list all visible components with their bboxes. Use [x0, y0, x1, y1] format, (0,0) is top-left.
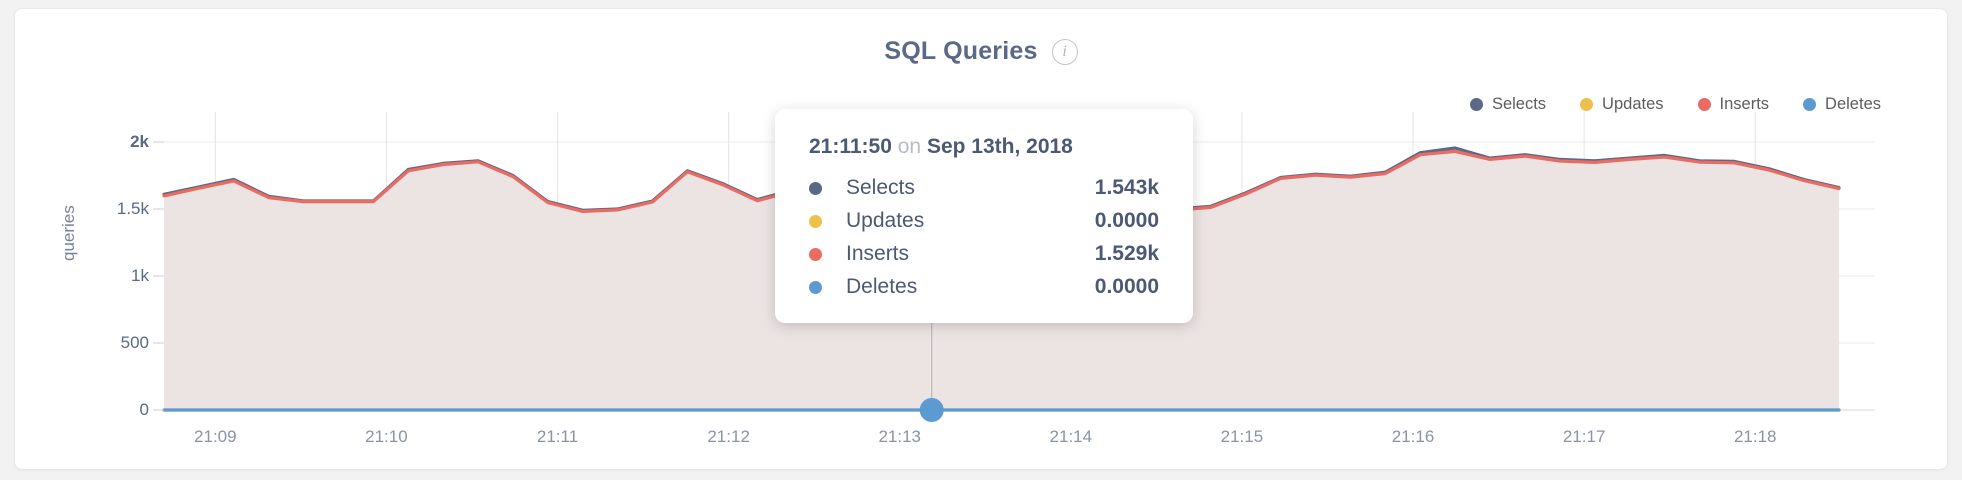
- x-axis-tick-label: 21:15: [1220, 427, 1264, 446]
- series-swatch-icon: [809, 280, 822, 294]
- x-axis-tick-label: 21:10: [365, 427, 408, 446]
- tooltip-series-value: 1.543k: [1094, 176, 1159, 199]
- legend-swatch-icon: [1469, 98, 1483, 111]
- x-axis-tick-label: 21:12: [707, 427, 750, 446]
- legend-item-updates[interactable]: Updates: [1580, 95, 1664, 114]
- page-title: SQL Queries: [884, 37, 1038, 65]
- y-axis-tick-label: 500: [120, 333, 149, 352]
- chart-legend: Selects Updates Inserts Deletes: [1469, 95, 1881, 114]
- tooltip-series-name: Selects: [846, 176, 915, 199]
- info-icon[interactable]: i: [1051, 38, 1078, 65]
- tooltip-series-name: Updates: [846, 209, 925, 232]
- y-axis-tick-label: 0: [139, 400, 149, 419]
- hover-marker-deletes: [919, 398, 944, 422]
- tooltip-row: Inserts 1.529k: [809, 242, 1159, 266]
- series-swatch-icon: [809, 247, 822, 261]
- tooltip-series-name: Inserts: [846, 242, 910, 265]
- tooltip-date: Sep 13th, 2018: [926, 135, 1073, 158]
- tooltip-separator: on: [891, 135, 927, 158]
- x-axis-tick-label: 21:14: [1049, 427, 1093, 446]
- x-axis-tick-label: 21:11: [536, 427, 579, 446]
- legend-label: Updates: [1602, 95, 1664, 113]
- y-axis-tick-label: 1k: [131, 266, 149, 285]
- legend-label: Selects: [1491, 95, 1547, 113]
- legend-swatch-icon: [1697, 98, 1711, 111]
- x-axis-tick-label: 21:13: [878, 427, 921, 446]
- x-axis-tick-label: 21:09: [194, 427, 237, 446]
- x-axis-tick-label: 21:17: [1562, 427, 1606, 446]
- legend-swatch-icon: [1803, 98, 1817, 111]
- tooltip-rows: Selects 1.543k Updates 0.0000 Inserts 1.529k D…: [809, 176, 1159, 299]
- legend-item-selects[interactable]: Selects: [1469, 95, 1547, 114]
- y-axis-tick-label: 1.5k: [116, 199, 149, 218]
- x-axis-tick-label: 21:16: [1391, 427, 1435, 446]
- tooltip-time: 21:11:50: [809, 135, 892, 158]
- series-swatch-icon: [809, 181, 822, 195]
- tooltip-series-name: Deletes: [846, 275, 918, 298]
- series-swatch-icon: [809, 214, 822, 228]
- tooltip-row: Updates 0.0000: [809, 209, 1159, 233]
- hover-tooltip: 21:11:50 on Sep 13th, 2018 Selects 1.543k…: [775, 109, 1193, 323]
- legend-label: Inserts: [1719, 95, 1770, 113]
- tooltip-row: Selects 1.543k: [809, 176, 1159, 200]
- tooltip-series-value: 0.0000: [1094, 209, 1159, 232]
- legend-item-inserts[interactable]: Inserts: [1697, 95, 1770, 114]
- tooltip-series-value: 0.0000: [1094, 275, 1159, 298]
- x-axis-tick-label: 21:18: [1733, 427, 1777, 446]
- tooltip-row: Deletes 0.0000: [809, 275, 1159, 299]
- legend-swatch-icon: [1580, 98, 1594, 111]
- legend-label: Deletes: [1825, 95, 1881, 113]
- legend-item-deletes[interactable]: Deletes: [1803, 95, 1881, 114]
- tooltip-series-value: 1.529k: [1094, 242, 1159, 265]
- tooltip-timestamp: 21:11:50 on Sep 13th, 2018: [809, 135, 1159, 159]
- chart-card: SQL Queries i Selects Updates Inserts Delet…: [14, 8, 1948, 470]
- y-axis-tick-label: 2k: [130, 132, 149, 151]
- chart-header: SQL Queries i: [15, 37, 1947, 66]
